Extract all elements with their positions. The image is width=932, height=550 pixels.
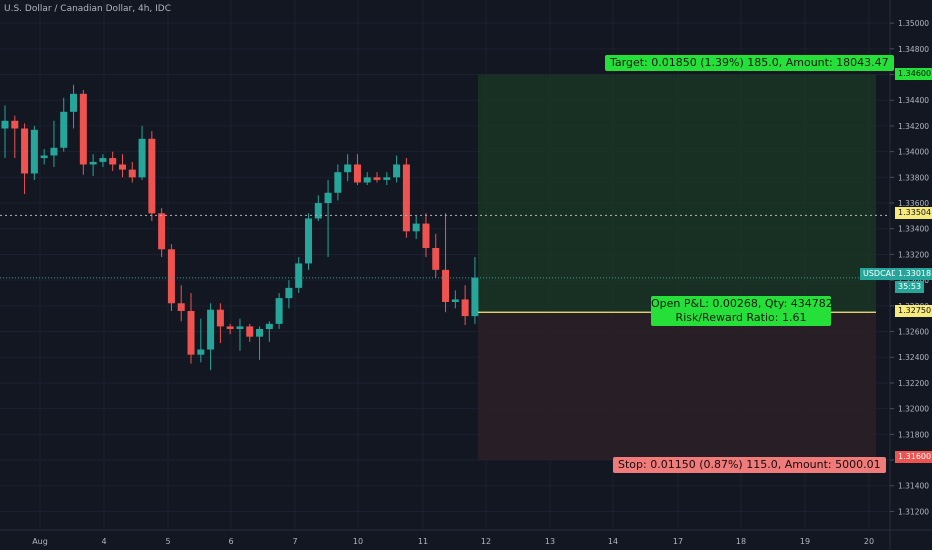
candle-down (118, 164, 126, 170)
price-tick-label: 1.31800 (898, 430, 929, 439)
candle-up (363, 177, 371, 183)
price-tick-label: 1.32000 (898, 405, 929, 414)
time-axis[interactable]: Aug 4 5 6 7 10 11 12 13 14 17 18 19 20 (0, 529, 932, 546)
candle-down (128, 169, 136, 178)
pnl-box[interactable]: Open P&L: 0.00268, Qty: 434782 Risk/Rewa… (651, 296, 833, 326)
candle-up (324, 192, 332, 204)
time-tick-label: 12 (481, 537, 491, 546)
candle-up (314, 203, 322, 219)
hline-price-tag: 1.33504 (895, 207, 932, 219)
candle-up (70, 93, 78, 112)
time-tick-label: 10 (353, 537, 363, 546)
position-zones (478, 74, 876, 461)
price-tick-label: 1.32200 (898, 379, 929, 388)
candle-up (256, 328, 264, 337)
last-price-tag: 1.33018 (895, 268, 932, 280)
candle-down (353, 164, 361, 183)
candle-down (177, 303, 185, 311)
candle-up (295, 263, 303, 288)
price-tick-label: 1.33600 (898, 199, 929, 208)
candle-up (451, 299, 459, 302)
candle-up (236, 326, 244, 329)
candle-up (40, 155, 48, 159)
candle-up (304, 218, 312, 264)
price-tick-label: 1.33000 (898, 276, 929, 285)
time-tick-label: 17 (673, 537, 683, 546)
time-tick-label: 19 (800, 537, 810, 546)
candle-down (148, 138, 156, 214)
target-zone (478, 74, 876, 313)
price-tick-label: 1.34800 (898, 45, 929, 54)
candle-up (50, 147, 58, 156)
price-tick-label: 1.34400 (898, 96, 929, 105)
candle-up (393, 164, 401, 178)
candle-down (442, 269, 450, 302)
candle-up (412, 223, 420, 232)
candle-up (207, 309, 215, 350)
target-price-tag: 1.34600 (895, 68, 932, 80)
price-tick-label: 1.32400 (898, 353, 929, 362)
time-tick-label: 13 (545, 537, 555, 546)
price-tick-label: 1.34000 (898, 148, 929, 157)
open-pnl-text: Open P&L: 0.00268, Qty: 434782 (651, 297, 833, 310)
time-tick-label: 14 (608, 537, 618, 546)
price-tick-label: 1.33200 (898, 250, 929, 259)
candle-up (285, 287, 293, 299)
candle-up (89, 161, 97, 165)
candle-down (167, 249, 175, 304)
stop-label[interactable]: Stop: 0.01150 (0.87%) 115.0, Amount: 500… (613, 457, 886, 473)
time-tick-label: Aug (32, 537, 48, 546)
candles (1, 84, 479, 371)
time-tick-label: 11 (418, 537, 428, 546)
countdown-tag: 35:53 (895, 281, 925, 293)
price-tick-label: 1.33800 (898, 173, 929, 182)
candle-down (187, 310, 195, 355)
stop-zone (478, 312, 876, 461)
candle-up (1, 120, 9, 129)
time-tick-label: 18 (736, 537, 746, 546)
candle-down (373, 177, 381, 180)
time-tick-label: 4 (101, 537, 106, 546)
price-tick-label: 1.32600 (898, 328, 929, 337)
price-tick-label: 1.31400 (898, 482, 929, 491)
risk-reward-text: Risk/Reward Ratio: 1.61 (675, 311, 807, 324)
time-tick-label: 20 (864, 537, 874, 546)
candle-down (422, 223, 430, 249)
candle-up (275, 298, 283, 324)
candle-down (226, 326, 234, 329)
time-tick-label: 5 (165, 537, 170, 546)
candle-down (21, 128, 29, 174)
candle-up (344, 164, 352, 173)
symbol-tag: USDCAD (860, 268, 901, 280)
candle-up (99, 158, 107, 162)
candle-up (383, 177, 391, 180)
time-tick-label: 7 (292, 537, 297, 546)
candle-down (246, 326, 254, 337)
candle-down (11, 120, 19, 129)
candle-up (138, 138, 146, 178)
candle-up (197, 349, 205, 355)
price-tick-label: 1.34200 (898, 122, 929, 131)
chart-title: U.S. Dollar / Canadian Dollar, 4h, IDC (4, 4, 171, 14)
time-tick-label: 6 (228, 537, 233, 546)
entry-price-tag: 1.32750 (895, 305, 932, 317)
candle-down (461, 299, 469, 317)
candle-up (334, 172, 342, 193)
candle-up (60, 111, 68, 148)
candle-up (471, 277, 479, 317)
candle-down (79, 93, 87, 165)
price-tick-label: 1.31200 (898, 507, 929, 516)
candle-up (265, 323, 273, 329)
candle-down (216, 309, 224, 327)
price-tick-label: 1.35000 (898, 19, 929, 28)
stop-price-tag: 1.31600 (895, 451, 932, 463)
candle-down (158, 213, 166, 250)
candle-down (402, 164, 410, 232)
candle-down (109, 158, 117, 165)
price-tick-label: 1.33400 (898, 225, 929, 234)
target-label[interactable]: Target: 0.01850 (1.39%) 185.0, Amount: 1… (605, 55, 894, 71)
candle-up (30, 129, 38, 174)
candle-down (432, 248, 440, 270)
